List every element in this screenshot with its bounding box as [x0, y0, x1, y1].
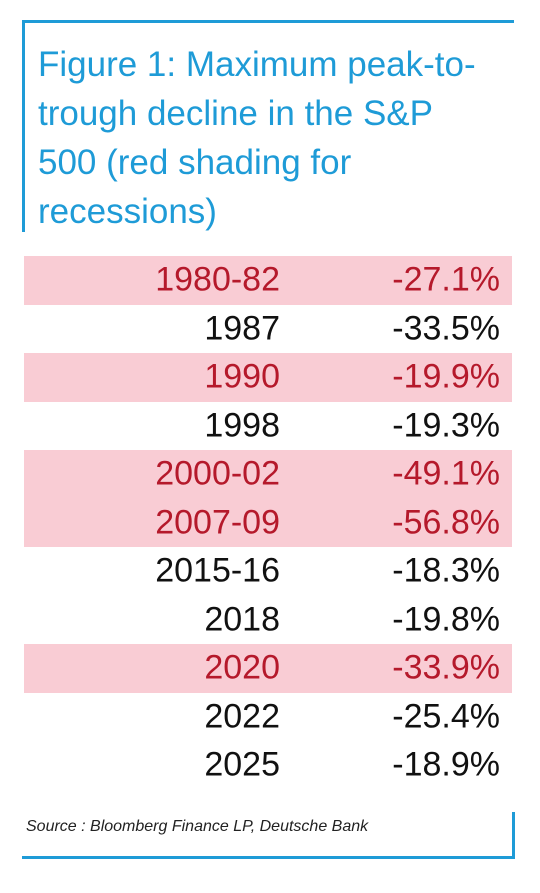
decline-cell: -18.9%: [392, 745, 500, 784]
table-row-recession: 2007-09 -56.8%: [24, 498, 512, 547]
table-row: 2025 -18.9%: [24, 741, 512, 790]
decline-cell: -25.4%: [392, 697, 500, 736]
frame-top-border: [22, 20, 514, 23]
decline-cell: -33.9%: [392, 648, 500, 687]
table-row: 2022 -25.4%: [24, 693, 512, 742]
decline-cell: -19.9%: [392, 357, 500, 396]
decline-table: 1980-82 -27.1% 1987 -33.5% 1990 -19.9% 1998 -19…: [24, 256, 512, 790]
table-row: 1998 -19.3%: [24, 402, 512, 451]
period-cell: 1990: [204, 357, 280, 396]
period-cell: 1998: [204, 406, 280, 445]
period-cell: 2015-16: [155, 551, 280, 590]
period-cell: 2020: [204, 648, 280, 687]
period-cell: 2000-02: [155, 454, 280, 493]
table-row: 1987 -33.5%: [24, 305, 512, 354]
frame-right-border: [512, 812, 515, 859]
table-row-recession: 1990 -19.9%: [24, 353, 512, 402]
table-row-recession: 1980-82 -27.1%: [24, 256, 512, 305]
table-row-recession: 2000-02 -49.1%: [24, 450, 512, 499]
period-cell: 2007-09: [155, 503, 280, 542]
table-row: 2018 -19.8%: [24, 596, 512, 645]
frame-bottom-border: [22, 856, 515, 859]
period-cell: 2018: [204, 600, 280, 639]
table-row: 2015-16 -18.3%: [24, 547, 512, 596]
period-cell: 1987: [204, 309, 280, 348]
table-row-recession: 2020 -33.9%: [24, 644, 512, 693]
frame-left-border: [22, 20, 25, 232]
period-cell: 1980-82: [155, 260, 280, 299]
decline-cell: -27.1%: [392, 260, 500, 299]
period-cell: 2022: [204, 697, 280, 736]
period-cell: 2025: [204, 745, 280, 784]
decline-cell: -33.5%: [392, 309, 500, 348]
decline-cell: -56.8%: [392, 503, 500, 542]
decline-cell: -19.3%: [392, 406, 500, 445]
figure-title: Figure 1: Maximum peak-to-trough decline…: [38, 45, 476, 231]
decline-cell: -49.1%: [392, 454, 500, 493]
source-note: Source : Bloomberg Finance LP, Deutsche …: [26, 818, 369, 835]
decline-cell: -18.3%: [392, 551, 500, 590]
decline-cell: -19.8%: [392, 600, 500, 639]
